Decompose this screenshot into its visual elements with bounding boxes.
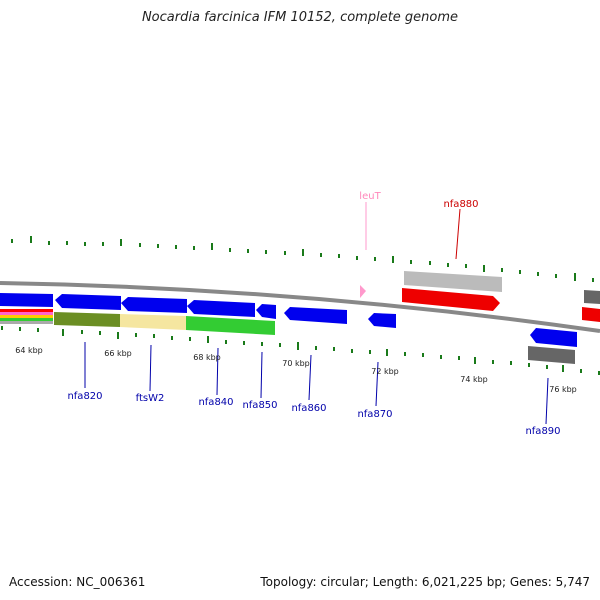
gene-label-nfa840: nfa840	[198, 397, 233, 408]
gene-leuT-marker	[360, 285, 366, 298]
scale-label-72: 72 kbp	[371, 367, 399, 376]
gene-label-ftsW2: ftsW2	[136, 393, 165, 404]
gene-label-nfa860: nfa860	[291, 403, 326, 414]
gene-nfa820-arrow	[55, 294, 121, 310]
domain-bar	[54, 312, 275, 335]
gene-label-nfa890: nfa890	[525, 426, 560, 437]
gene-nfa840-arrow	[187, 300, 255, 317]
gene-nfa880-arrow	[402, 288, 500, 311]
accession-text: Accession: NC_006361	[9, 575, 146, 589]
cds-genes	[0, 293, 577, 347]
gene-label-nfa820: nfa820	[67, 391, 102, 402]
scale-label-68: 68 kbp	[193, 353, 221, 362]
gene-dark-grey	[528, 346, 575, 364]
gene-ftsW2-arrow	[121, 297, 187, 313]
gene-nfa880-shadow	[404, 271, 502, 292]
gene-label-leuT: leuT	[359, 191, 381, 202]
other-genes	[360, 271, 600, 364]
label-leaders	[84, 202, 549, 425]
genome-backbone	[0, 281, 600, 333]
gene-edge-grey	[584, 290, 600, 304]
map-title: Nocardia farcinica IFM 10152, complete g…	[141, 10, 459, 25]
scale-label-76: 76 kbp	[549, 385, 577, 394]
scale-label-66: 66 kbp	[104, 349, 132, 358]
gene-nfa870-arrow	[368, 313, 396, 328]
gene-nfa810-arrow	[0, 293, 53, 307]
scale-label-70: 70 kbp	[282, 359, 310, 368]
gene-labels: leuT nfa880 nfa820 ftsW2 nfa840 nfa850 n…	[67, 191, 560, 437]
gene-nfa850-arrow	[256, 304, 276, 319]
gene-nfa890-arrow	[530, 328, 577, 347]
outer-ticks	[11, 236, 594, 282]
inner-ticks	[1, 326, 600, 375]
gene-nfa860-arrow	[284, 307, 347, 324]
gene-label-nfa880: nfa880	[443, 199, 478, 210]
genome-summary-text: Topology: circular; Length: 6,021,225 bp…	[260, 575, 590, 589]
gene-edge-red	[582, 307, 600, 322]
left-feature-stripes	[0, 309, 53, 324]
gene-label-nfa870: nfa870	[357, 409, 392, 420]
gene-label-nfa850: nfa850	[242, 400, 277, 411]
scale-label-74: 74 kbp	[460, 375, 488, 384]
scale-label-64: 64 kbp	[15, 346, 43, 355]
scale-labels: 64 kbp 66 kbp 68 kbp 70 kbp 72 kbp 74 kb…	[15, 346, 577, 394]
